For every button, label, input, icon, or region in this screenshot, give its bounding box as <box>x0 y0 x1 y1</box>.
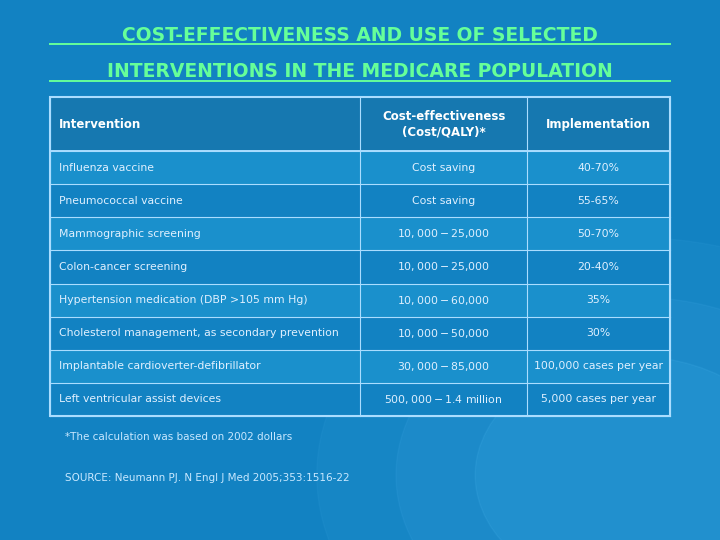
Text: Implementation: Implementation <box>546 118 651 131</box>
FancyBboxPatch shape <box>50 316 670 350</box>
Text: Hypertension medication (DBP >105 mm Hg): Hypertension medication (DBP >105 mm Hg) <box>59 295 307 305</box>
Text: 40-70%: 40-70% <box>577 163 619 173</box>
Text: Pneumococcal vaccine: Pneumococcal vaccine <box>59 196 183 206</box>
Text: 30%: 30% <box>586 328 611 338</box>
Text: 20-40%: 20-40% <box>577 262 619 272</box>
FancyBboxPatch shape <box>50 350 670 383</box>
Text: 5,000 cases per year: 5,000 cases per year <box>541 394 656 404</box>
FancyBboxPatch shape <box>50 151 670 184</box>
Text: 100,000 cases per year: 100,000 cases per year <box>534 361 663 371</box>
Text: 55-65%: 55-65% <box>577 196 619 206</box>
Text: $10,000-$25,000: $10,000-$25,000 <box>397 260 490 273</box>
Text: Cholesterol management, as secondary prevention: Cholesterol management, as secondary pre… <box>59 328 339 338</box>
Text: Cost saving: Cost saving <box>412 196 475 206</box>
Text: Intervention: Intervention <box>59 118 141 131</box>
Text: *The calculation was based on 2002 dollars: *The calculation was based on 2002 dolla… <box>65 433 292 442</box>
Circle shape <box>317 238 720 540</box>
FancyBboxPatch shape <box>50 284 670 316</box>
Text: COST-EFFECTIVENESS AND USE OF SELECTED: COST-EFFECTIVENESS AND USE OF SELECTED <box>122 25 598 45</box>
FancyBboxPatch shape <box>50 97 670 151</box>
Text: Cost-effectiveness
(Cost/QALY)*: Cost-effectiveness (Cost/QALY)* <box>382 110 505 139</box>
Text: $10,000-$60,000: $10,000-$60,000 <box>397 294 490 307</box>
Text: Cost saving: Cost saving <box>412 163 475 173</box>
FancyBboxPatch shape <box>50 251 670 284</box>
Text: $500,000-$1.4 million: $500,000-$1.4 million <box>384 393 503 406</box>
Text: Influenza vaccine: Influenza vaccine <box>59 163 154 173</box>
FancyBboxPatch shape <box>50 217 670 251</box>
Text: Left ventricular assist devices: Left ventricular assist devices <box>59 394 221 404</box>
Text: Colon-cancer screening: Colon-cancer screening <box>59 262 187 272</box>
Text: Implantable cardioverter-defibrillator: Implantable cardioverter-defibrillator <box>59 361 261 371</box>
FancyBboxPatch shape <box>50 383 670 416</box>
Text: $10,000-$50,000: $10,000-$50,000 <box>397 327 490 340</box>
Text: $10,000-$25,000: $10,000-$25,000 <box>397 227 490 240</box>
Text: INTERVENTIONS IN THE MEDICARE POPULATION: INTERVENTIONS IN THE MEDICARE POPULATION <box>107 62 613 81</box>
Circle shape <box>396 297 720 540</box>
Text: 35%: 35% <box>586 295 611 305</box>
Circle shape <box>475 356 720 540</box>
FancyBboxPatch shape <box>50 184 670 217</box>
Text: Mammographic screening: Mammographic screening <box>59 229 201 239</box>
Text: $30,000-$85,000: $30,000-$85,000 <box>397 360 490 373</box>
Text: SOURCE: Neumann PJ. N Engl J Med 2005;353:1516-22: SOURCE: Neumann PJ. N Engl J Med 2005;35… <box>65 473 349 483</box>
Text: 50-70%: 50-70% <box>577 229 619 239</box>
